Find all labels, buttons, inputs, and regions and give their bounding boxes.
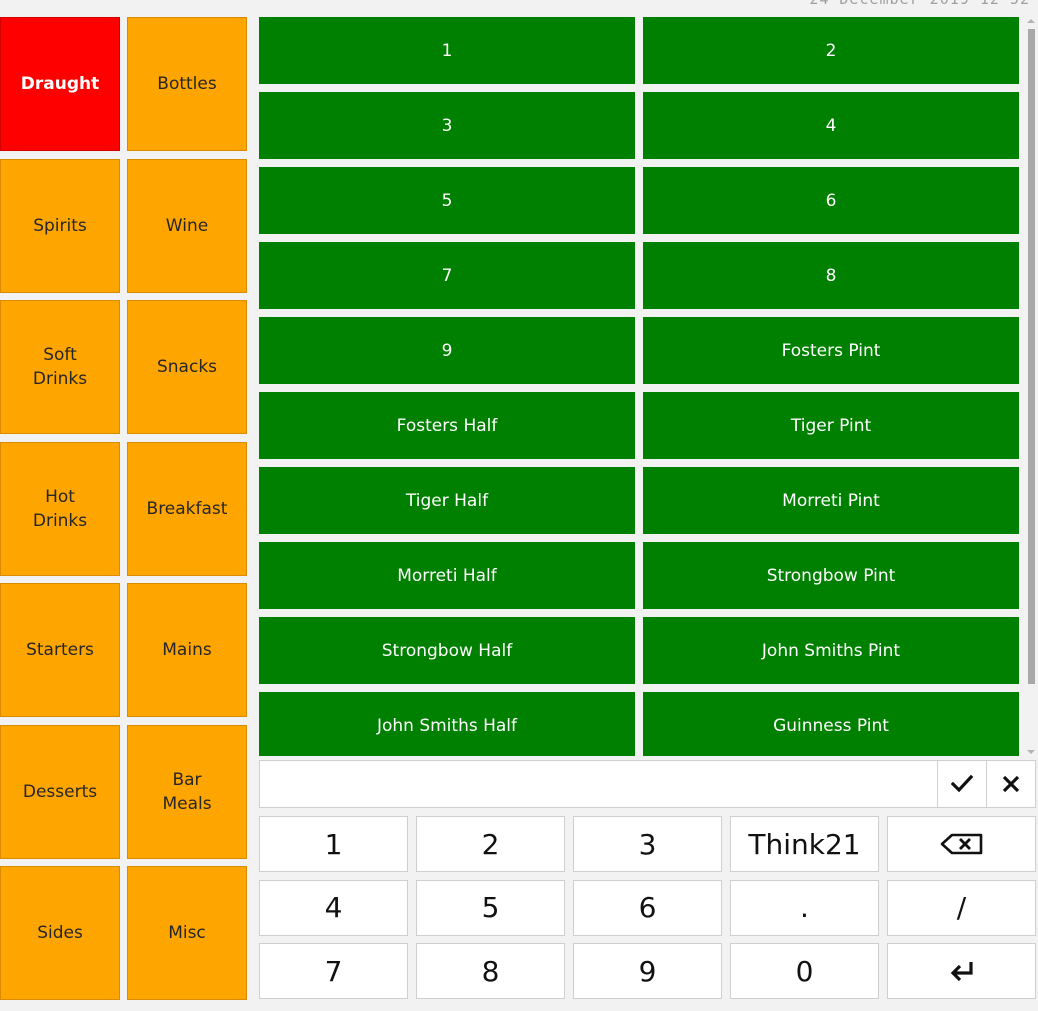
scroll-thumb[interactable] <box>1028 29 1035 684</box>
key-1[interactable]: 1 <box>259 816 408 872</box>
datetime-display: 24 December 2019 12 52 <box>809 0 1030 8</box>
product-button-fosters-pint[interactable]: Fosters Pint <box>643 317 1019 384</box>
check-icon <box>951 775 973 793</box>
category-bar-meals[interactable]: Bar Meals <box>127 724 247 859</box>
product-button-tiger-pint[interactable]: Tiger Pint <box>643 392 1019 459</box>
product-button-9[interactable]: 9 <box>259 317 635 384</box>
entry-input[interactable] <box>260 761 937 807</box>
product-scrollbar[interactable] <box>1024 17 1038 756</box>
product-button-strongbow-pint[interactable]: Strongbow Pint <box>643 542 1019 609</box>
key-7[interactable]: 7 <box>259 943 408 999</box>
key-2[interactable]: 2 <box>416 816 565 872</box>
keypad: 1 2 3 Think21 4 5 6./ 7 8 9 0 <box>259 816 1036 1000</box>
scroll-up-arrow-icon[interactable] <box>1027 19 1035 23</box>
enter-icon <box>950 962 973 982</box>
product-button-6[interactable]: 6 <box>643 167 1019 234</box>
key-slash[interactable]: / <box>887 879 1036 936</box>
category-snacks[interactable]: Snacks <box>127 300 247 434</box>
confirm-button[interactable] <box>937 761 986 807</box>
category-breakfast[interactable]: Breakfast <box>127 441 247 576</box>
category-bottles[interactable]: Bottles <box>127 17 247 151</box>
key-0[interactable]: 0 <box>730 943 879 999</box>
key-9[interactable]: 9 <box>573 943 722 999</box>
key-5[interactable]: 5 <box>416 879 565 936</box>
product-button-2[interactable]: 2 <box>643 17 1019 84</box>
category-draught[interactable]: Draught <box>0 17 120 151</box>
backspace-icon <box>940 833 982 855</box>
entry-bar <box>259 760 1036 808</box>
category-grid: Draught Bottles Spirits Wine Soft Drinks Snac… <box>0 17 248 1000</box>
product-button-john-smiths-half[interactable]: John Smiths Half <box>259 692 635 756</box>
scroll-down-arrow-icon[interactable] <box>1027 750 1035 754</box>
product-button-tiger-half[interactable]: Tiger Half <box>259 467 635 534</box>
close-icon <box>1002 775 1020 793</box>
category-hot-drinks[interactable]: Hot Drinks <box>0 441 120 576</box>
category-soft-drinks[interactable]: Soft Drinks <box>0 300 120 434</box>
category-desserts[interactable]: Desserts <box>0 724 120 859</box>
category-starters[interactable]: Starters <box>0 583 120 717</box>
category-wine[interactable]: Wine <box>127 158 247 293</box>
product-button-morreti-half[interactable]: Morreti Half <box>259 542 635 609</box>
key-6[interactable]: 6 <box>573 879 722 936</box>
category-spirits[interactable]: Spirits <box>0 158 120 293</box>
key-8[interactable]: 8 <box>416 943 565 999</box>
product-button-8[interactable]: 8 <box>643 242 1019 309</box>
key-enter[interactable] <box>887 943 1036 999</box>
product-button-strongbow-half[interactable]: Strongbow Half <box>259 617 635 684</box>
key-backspace[interactable] <box>887 816 1036 872</box>
product-button-4[interactable]: 4 <box>643 92 1019 159</box>
category-mains[interactable]: Mains <box>127 583 247 717</box>
product-button-john-smiths-pint[interactable]: John Smiths Pint <box>643 617 1019 684</box>
key-4[interactable]: 4 <box>259 879 408 936</box>
product-button-fosters-half[interactable]: Fosters Half <box>259 392 635 459</box>
key-think21[interactable]: Think21 <box>730 816 879 872</box>
category-sides[interactable]: Sides <box>0 866 120 1000</box>
key-3[interactable]: 3 <box>573 816 722 872</box>
category-misc[interactable]: Misc <box>127 866 247 1000</box>
product-button-5[interactable]: 5 <box>259 167 635 234</box>
product-button-guinness-pint[interactable]: Guinness Pint <box>643 692 1019 756</box>
product-button-1[interactable]: 1 <box>259 17 635 84</box>
product-grid: 1 2 3 4 5 6 7 8 9 Fosters Pint Fosters Half Tiger P… <box>259 17 1019 756</box>
cancel-button[interactable] <box>986 761 1035 807</box>
key-dot[interactable]: . <box>730 879 879 936</box>
product-button-7[interactable]: 7 <box>259 242 635 309</box>
product-button-3[interactable]: 3 <box>259 92 635 159</box>
product-button-morreti-pint[interactable]: Morreti Pint <box>643 467 1019 534</box>
